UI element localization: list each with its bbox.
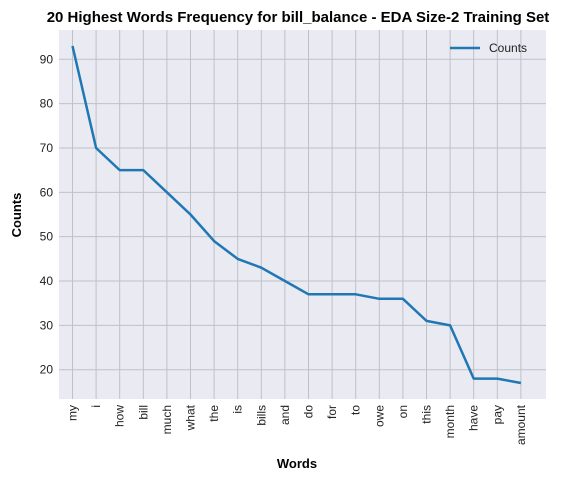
x-tick-label: amount: [514, 404, 528, 445]
x-tick-label: this: [420, 405, 434, 424]
series-line-counts: [71, 45, 522, 385]
x-tick-label: month: [443, 405, 457, 438]
legend-label: Counts: [489, 41, 527, 55]
y-tick-label: 20: [40, 363, 54, 377]
y-tick-label: 80: [40, 97, 54, 111]
y-tick-label: 90: [40, 52, 54, 66]
x-tick-label: my: [66, 405, 80, 421]
x-tick-label: pay: [490, 405, 504, 424]
y-axis-label: Counts: [9, 193, 24, 238]
x-tick-label: on: [396, 405, 410, 418]
y-axis-ticks: 20 30 40 50 60 70 80 90: [40, 52, 54, 376]
plot-area: [59, 30, 546, 399]
x-tick-label: how: [113, 405, 127, 427]
x-tick-label: the: [207, 405, 221, 422]
y-tick-label: 70: [40, 141, 54, 155]
y-tick-label: 30: [40, 318, 54, 332]
x-tick-label: owe: [372, 405, 386, 427]
x-tick-label: and: [278, 405, 292, 425]
chart-title: 20 Highest Words Frequency for bill_bala…: [47, 9, 550, 26]
y-tick-label: 40: [40, 274, 54, 288]
x-tick-label: for: [325, 405, 339, 419]
x-tick-label: much: [160, 405, 174, 434]
x-tick-label: bills: [254, 405, 268, 426]
legend: Counts: [450, 41, 527, 55]
x-tick-label: what: [184, 404, 198, 431]
x-tick-label: to: [349, 405, 363, 415]
x-axis-label: Words: [277, 456, 317, 471]
y-tick-label: 50: [40, 230, 54, 244]
y-tick-label: 60: [40, 185, 54, 199]
x-tick-label: bill: [136, 405, 150, 420]
x-tick-label: do: [302, 405, 316, 419]
x-tick-label: i: [89, 405, 103, 408]
x-axis-ticks: my i how bill much what the is bills and do for to ow…: [66, 404, 528, 445]
x-tick-label: have: [467, 405, 481, 431]
x-tick-label: is: [231, 405, 245, 414]
